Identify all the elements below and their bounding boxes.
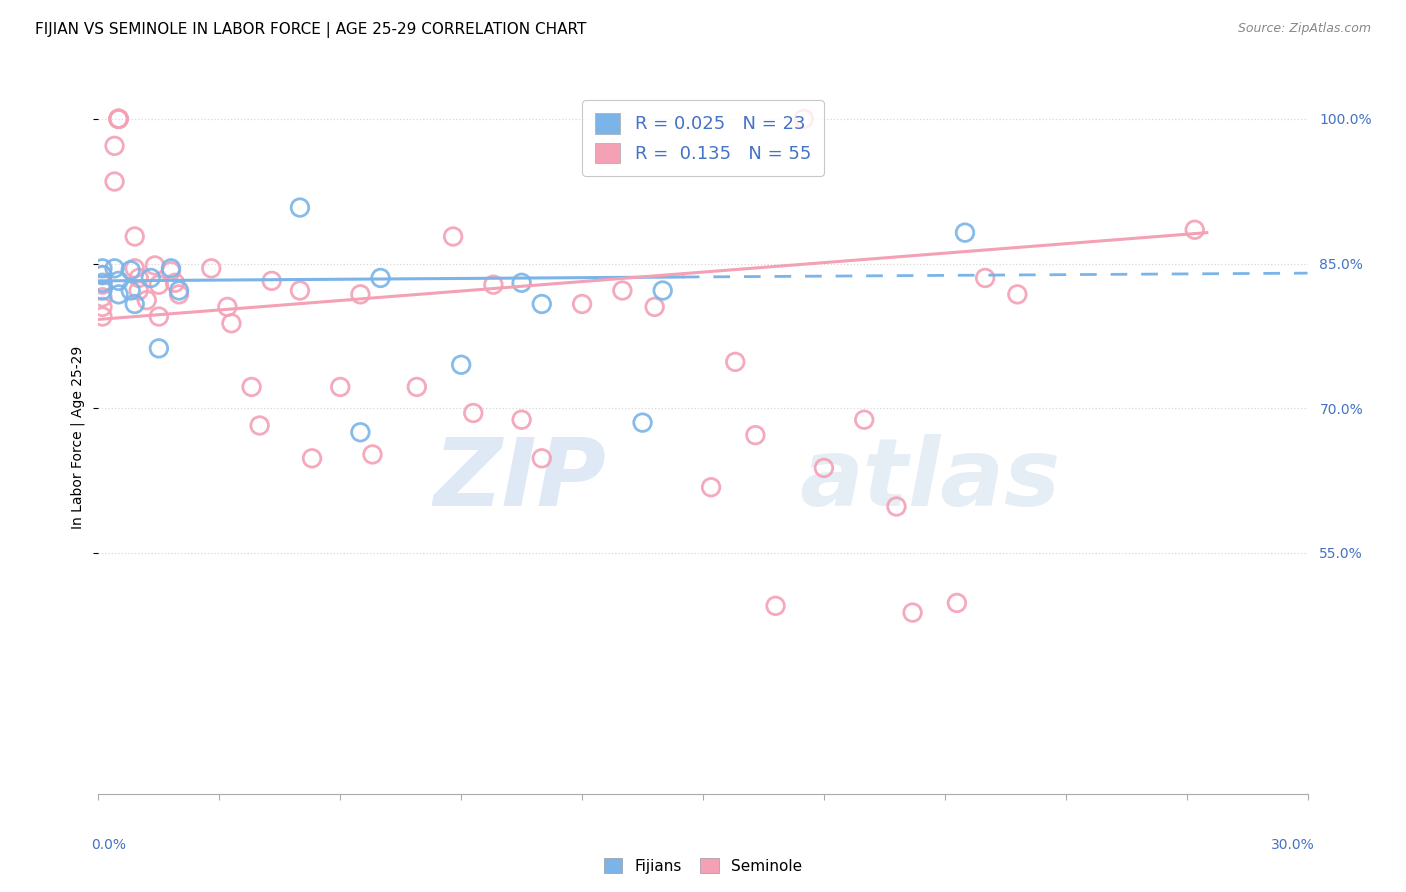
Point: [946, 596, 969, 610]
Text: FIJIAN VS SEMINOLE IN LABOR FORCE | AGE 25-29 CORRELATION CHART: FIJIAN VS SEMINOLE IN LABOR FORCE | AGE …: [35, 22, 586, 38]
Text: 0.0%: 0.0%: [91, 838, 127, 853]
Point: [349, 425, 371, 440]
Point: [120, 284, 142, 298]
Point: [120, 263, 142, 277]
Point: [249, 418, 271, 433]
Point: [288, 201, 311, 215]
Legend: Fijians, Seminole: Fijians, Seminole: [598, 852, 808, 880]
Point: [200, 261, 222, 276]
Point: [953, 226, 976, 240]
Point: [148, 310, 170, 324]
Point: [107, 112, 129, 126]
Point: [167, 284, 190, 298]
Point: [744, 428, 766, 442]
Point: [886, 500, 908, 514]
Point: [107, 112, 129, 126]
Point: [91, 290, 114, 304]
Point: [124, 261, 146, 276]
Point: [221, 316, 243, 330]
Point: [91, 284, 114, 298]
Point: [160, 264, 183, 278]
Point: [163, 276, 186, 290]
Point: [107, 274, 129, 288]
Point: [91, 276, 114, 290]
Point: [405, 380, 427, 394]
Point: [853, 413, 876, 427]
Point: [91, 268, 114, 282]
Point: [107, 112, 129, 126]
Point: [765, 599, 787, 613]
Point: [124, 229, 146, 244]
Text: Source: ZipAtlas.com: Source: ZipAtlas.com: [1237, 22, 1371, 36]
Point: [974, 271, 997, 285]
Point: [217, 300, 239, 314]
Point: [329, 380, 352, 394]
Legend: R = 0.025   N = 23, R =  0.135   N = 55: R = 0.025 N = 23, R = 0.135 N = 55: [582, 100, 824, 176]
Point: [793, 112, 815, 126]
Point: [139, 271, 162, 285]
Point: [107, 287, 129, 301]
Point: [103, 139, 125, 153]
Point: [571, 297, 593, 311]
Point: [143, 259, 166, 273]
Point: [700, 480, 723, 494]
Point: [135, 293, 157, 307]
Point: [91, 300, 114, 314]
Point: [160, 261, 183, 276]
Text: ZIP: ZIP: [433, 434, 606, 526]
Point: [349, 287, 371, 301]
Point: [631, 416, 654, 430]
Point: [530, 297, 553, 311]
Point: [148, 342, 170, 356]
Point: [1184, 223, 1206, 237]
Point: [103, 175, 125, 189]
Point: [91, 310, 114, 324]
Point: [901, 606, 924, 620]
Point: [463, 406, 485, 420]
Point: [288, 284, 311, 298]
Point: [361, 447, 384, 461]
Point: [260, 274, 283, 288]
Point: [128, 271, 150, 285]
Point: [510, 413, 533, 427]
Point: [301, 451, 323, 466]
Point: [91, 277, 114, 292]
Point: [107, 112, 129, 126]
Point: [103, 261, 125, 276]
Point: [240, 380, 263, 394]
Y-axis label: In Labor Force | Age 25-29: In Labor Force | Age 25-29: [70, 345, 84, 529]
Point: [482, 277, 505, 292]
Point: [651, 284, 673, 298]
Point: [148, 277, 170, 292]
Point: [370, 271, 392, 285]
Point: [91, 261, 114, 276]
Point: [128, 284, 150, 298]
Point: [1007, 287, 1029, 301]
Point: [644, 300, 666, 314]
Point: [450, 358, 472, 372]
Point: [167, 287, 190, 301]
Point: [441, 229, 464, 244]
Text: 30.0%: 30.0%: [1271, 838, 1315, 853]
Point: [724, 355, 747, 369]
Point: [91, 268, 114, 282]
Text: atlas: atlas: [800, 434, 1062, 526]
Point: [124, 297, 146, 311]
Point: [612, 284, 634, 298]
Point: [510, 276, 533, 290]
Point: [530, 451, 553, 466]
Point: [813, 461, 835, 475]
